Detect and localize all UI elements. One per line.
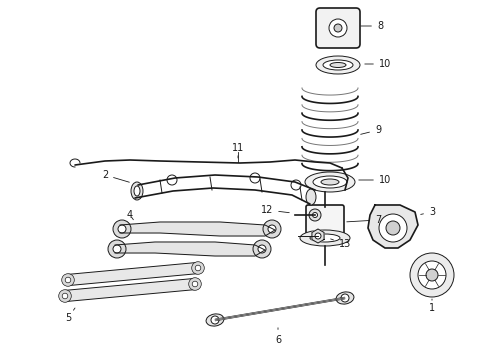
Circle shape bbox=[250, 173, 260, 183]
Text: 8: 8 bbox=[361, 21, 383, 31]
Circle shape bbox=[189, 278, 201, 290]
Text: 5: 5 bbox=[65, 308, 75, 323]
Ellipse shape bbox=[206, 314, 224, 326]
Text: 13: 13 bbox=[331, 239, 351, 249]
Text: 9: 9 bbox=[361, 125, 381, 135]
Polygon shape bbox=[120, 222, 275, 236]
Polygon shape bbox=[312, 229, 324, 243]
Circle shape bbox=[62, 293, 68, 299]
Text: 12: 12 bbox=[261, 205, 289, 215]
Circle shape bbox=[65, 277, 71, 283]
Text: 4: 4 bbox=[127, 210, 133, 220]
Circle shape bbox=[426, 269, 438, 281]
Circle shape bbox=[258, 245, 266, 253]
FancyBboxPatch shape bbox=[66, 262, 200, 285]
Circle shape bbox=[309, 209, 321, 221]
Circle shape bbox=[167, 175, 177, 185]
Ellipse shape bbox=[323, 60, 353, 70]
Circle shape bbox=[192, 262, 204, 274]
Circle shape bbox=[313, 212, 318, 217]
Text: 2: 2 bbox=[102, 170, 129, 182]
Circle shape bbox=[268, 225, 276, 233]
Ellipse shape bbox=[316, 56, 360, 74]
Ellipse shape bbox=[134, 186, 140, 196]
Circle shape bbox=[118, 225, 126, 233]
Polygon shape bbox=[368, 205, 418, 248]
FancyBboxPatch shape bbox=[306, 205, 344, 237]
Ellipse shape bbox=[305, 172, 355, 192]
Ellipse shape bbox=[330, 63, 346, 68]
FancyBboxPatch shape bbox=[63, 278, 197, 302]
Circle shape bbox=[291, 180, 301, 190]
Ellipse shape bbox=[321, 179, 339, 185]
Ellipse shape bbox=[300, 230, 350, 246]
Circle shape bbox=[113, 245, 121, 253]
Circle shape bbox=[418, 261, 446, 289]
Text: 11: 11 bbox=[232, 143, 244, 158]
Text: 10: 10 bbox=[365, 59, 391, 69]
Circle shape bbox=[386, 221, 400, 235]
Circle shape bbox=[341, 294, 349, 302]
Ellipse shape bbox=[336, 292, 354, 304]
Circle shape bbox=[315, 233, 321, 239]
Circle shape bbox=[263, 220, 281, 238]
Polygon shape bbox=[115, 242, 265, 256]
Circle shape bbox=[108, 240, 126, 258]
Text: 3: 3 bbox=[421, 207, 435, 217]
Ellipse shape bbox=[310, 234, 340, 242]
Text: 7: 7 bbox=[347, 215, 381, 225]
Circle shape bbox=[379, 214, 407, 242]
Circle shape bbox=[329, 19, 347, 37]
Circle shape bbox=[334, 24, 342, 32]
Circle shape bbox=[410, 253, 454, 297]
Circle shape bbox=[192, 281, 198, 287]
Text: 6: 6 bbox=[275, 328, 281, 345]
Ellipse shape bbox=[131, 182, 143, 200]
Text: 10: 10 bbox=[359, 175, 391, 185]
Text: 1: 1 bbox=[429, 299, 435, 313]
Circle shape bbox=[59, 290, 72, 302]
Ellipse shape bbox=[313, 176, 347, 188]
Ellipse shape bbox=[306, 189, 316, 205]
Circle shape bbox=[253, 240, 271, 258]
Circle shape bbox=[113, 220, 131, 238]
Circle shape bbox=[195, 265, 201, 271]
FancyBboxPatch shape bbox=[316, 8, 360, 48]
Circle shape bbox=[211, 316, 219, 324]
Circle shape bbox=[62, 274, 74, 286]
